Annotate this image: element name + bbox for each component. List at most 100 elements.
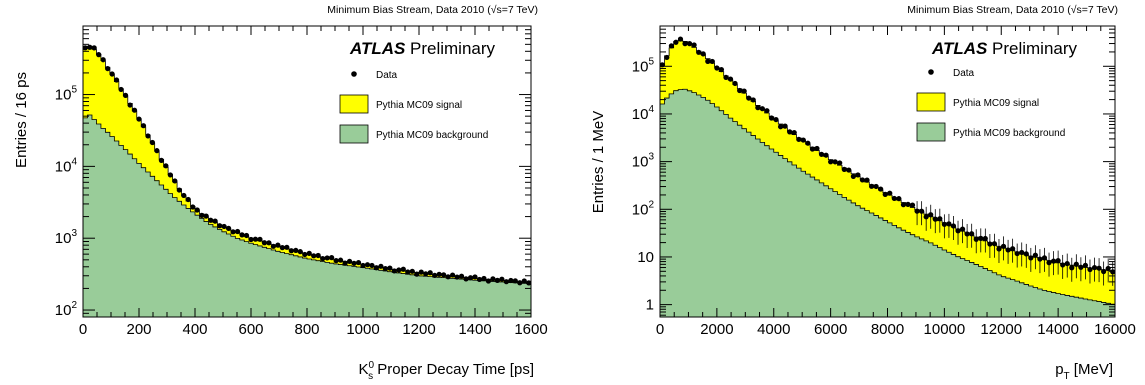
left-data-point [221, 223, 227, 230]
right-data-point [732, 80, 738, 87]
left-data-point [499, 276, 505, 282]
right-data-point [846, 167, 852, 173]
right-data-point [1055, 257, 1061, 264]
left-plot-area: 0 200 400 600 800 1000 1200 1400 1600 102 103 104 10… [55, 25, 548, 338]
left-data-point [458, 273, 465, 279]
right-data-point [964, 231, 970, 237]
right-x-tick-label: 6000 [814, 321, 847, 338]
right-data-point [868, 183, 875, 189]
right-data-point [691, 42, 697, 48]
left-data-point [526, 280, 532, 286]
right-data-point [991, 241, 998, 247]
right-data-point [855, 172, 861, 178]
right-data-point [987, 241, 993, 247]
left-chart: Minimum Bias Stream, Data 2010 (√s=7 TeV… [13, 4, 548, 382]
left-data-point [96, 52, 102, 58]
right-data-point [773, 116, 779, 123]
left-data-point [391, 268, 397, 274]
right-data-point [805, 140, 811, 146]
right-legend: Data Pythia MC09 signal Pythia MC09 backgr… [916, 68, 1065, 142]
left-data-point [387, 265, 393, 271]
left-y-tick-label: 104 [55, 156, 78, 175]
right-legend-label: Pythia MC09 signal [953, 98, 1039, 109]
right-data-point [1037, 256, 1043, 262]
left-data-point [163, 163, 169, 169]
right-chart: Minimum Bias Stream, Data 2010 (√s=7 TeV… [590, 4, 1136, 382]
right-data-point [1101, 268, 1107, 275]
left-y-axis-title: Entries / 16 ps [13, 72, 30, 168]
left-data-point [297, 249, 303, 255]
left-data-point [369, 262, 375, 269]
left-data-point [199, 212, 205, 219]
left-preliminary-label: Preliminary [410, 39, 496, 58]
right-data-point [796, 136, 802, 142]
left-data-point [118, 86, 124, 93]
right-data-point [1028, 255, 1034, 261]
right-data-point [1005, 247, 1011, 253]
right-data-point [718, 67, 725, 73]
left-data-point [252, 236, 259, 242]
right-data-point [1023, 251, 1029, 257]
left-data-point [355, 259, 362, 266]
left-x-tick-label: 1000 [346, 321, 379, 338]
right-legend-label: Pythia MC09 background [953, 128, 1065, 139]
left-data-point [320, 256, 326, 262]
left-data-point [432, 272, 438, 279]
left-data-point [521, 278, 527, 284]
right-data-point [873, 183, 879, 190]
right-data-point [764, 108, 770, 114]
left-data-point [423, 271, 429, 277]
left-data-point [109, 71, 115, 77]
left-data-point [82, 45, 88, 51]
right-data-point [905, 201, 911, 207]
right-data-point [673, 39, 679, 45]
left-data-point [342, 260, 348, 266]
left-legend-entry: Pythia MC09 signal [339, 94, 462, 114]
left-data-point [414, 271, 420, 277]
right-data-point [1010, 246, 1016, 252]
left-data-point [154, 148, 160, 154]
left-data-point [382, 265, 388, 272]
right-x-tick-label: 2000 [700, 321, 733, 338]
left-data-point [517, 280, 523, 286]
right-data-point [1082, 262, 1089, 268]
right-data-point [1041, 255, 1048, 261]
left-data-point [472, 274, 478, 280]
left-data-point [158, 157, 164, 163]
left-data-point [418, 269, 424, 275]
right-legend-entry: Pythia MC09 signal [916, 92, 1039, 112]
right-data-point [1087, 266, 1093, 273]
right-data-point [1073, 261, 1079, 267]
right-legend-swatch [916, 92, 946, 112]
right-data-point [823, 152, 829, 158]
left-y-tick-label: 102 [55, 300, 78, 319]
left-data-point [400, 266, 406, 272]
left-data-point [324, 255, 330, 261]
left-data-point [329, 255, 335, 261]
right-data-point [928, 212, 934, 218]
right-data-point [700, 51, 706, 57]
right-data-point [677, 36, 684, 42]
left-data-point [396, 267, 402, 273]
left-data-point [481, 275, 487, 282]
right-data-point [859, 177, 866, 183]
left-legend-entry: Pythia MC09 background [339, 124, 488, 144]
right-x-tick-label: 8000 [871, 321, 904, 338]
left-x-tick-label: 1200 [402, 321, 435, 338]
left-data-point [275, 242, 281, 248]
right-data-point [714, 65, 720, 71]
right-data-point [837, 160, 843, 166]
left-x-tick-label: 600 [238, 321, 263, 338]
right-data-point [896, 196, 902, 202]
right-data-point [959, 226, 966, 232]
left-legend-marker [351, 71, 357, 77]
right-data-point [996, 246, 1002, 252]
left-data-point [270, 243, 276, 249]
right-data-point [1050, 258, 1057, 264]
right-data-point [882, 191, 888, 197]
left-data-point [467, 275, 474, 281]
right-data-point [1096, 265, 1102, 271]
left-legend-label: Pythia MC09 signal [376, 100, 462, 111]
right-data-point [1032, 252, 1038, 258]
